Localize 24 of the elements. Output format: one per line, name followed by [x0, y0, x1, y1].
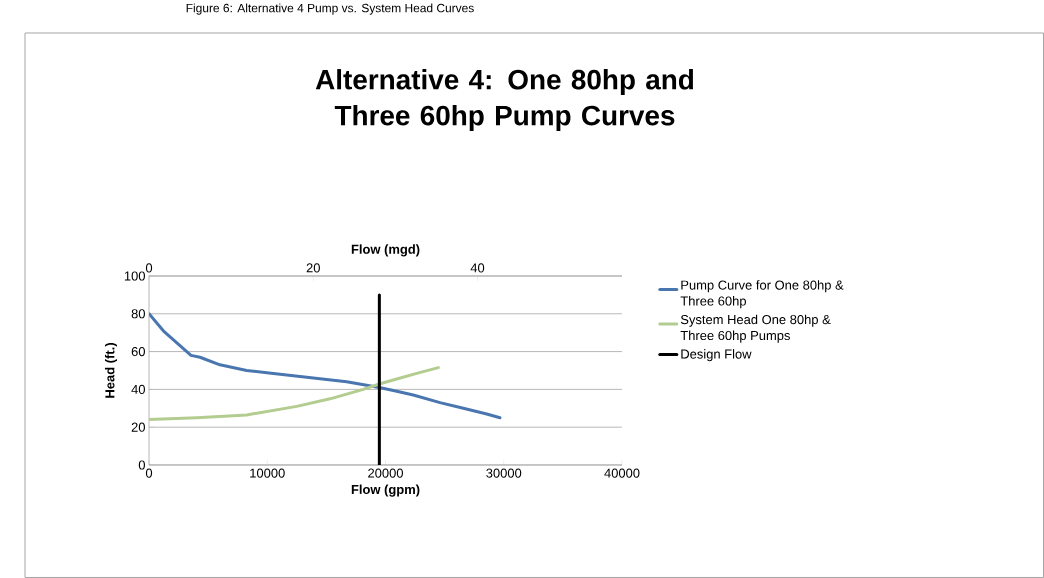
legend-label: System Head One 80hp & Three 60hp Pumps — [680, 314, 831, 343]
y-tick-label: 0 — [138, 460, 145, 470]
caption: Figure 6: Alternative 4 Pump vs. System Head Curves — [186, 3, 474, 15]
y-axis-title: Head (ft.) — [104, 343, 118, 398]
y-tick-label: 20 — [131, 422, 145, 432]
x-tick-label: 20000 — [368, 468, 404, 478]
y-tick-label: 40 — [131, 384, 145, 394]
x-tick-label: 30000 — [486, 468, 522, 478]
x-axis-title: Flow (gpm) — [351, 484, 420, 497]
legend-label: Pump Curve for One 80hp & Three 60hp — [680, 280, 844, 309]
x-tick-label: 10000 — [250, 468, 285, 478]
y-tick-label: 80 — [131, 309, 145, 319]
x2-tick-label: 0 — [145, 263, 153, 273]
line-series — [149, 366, 440, 422]
x2-tick-label: 40 — [470, 263, 485, 273]
x-tick-label: 40000 — [604, 468, 640, 478]
x2-tick-label: 20 — [306, 263, 320, 273]
chart-title: Alternative 4: One 80hp and Three 60hp Pump Curves — [315, 69, 694, 131]
x-tick-label: 0 — [145, 468, 153, 478]
x2-axis-title: Flow (mgd) — [351, 244, 420, 257]
legend-label: Design Flow — [681, 349, 752, 362]
y-tick-label: 60 — [131, 347, 145, 357]
line-series — [149, 312, 502, 420]
y-tick-label: 100 — [124, 271, 145, 281]
